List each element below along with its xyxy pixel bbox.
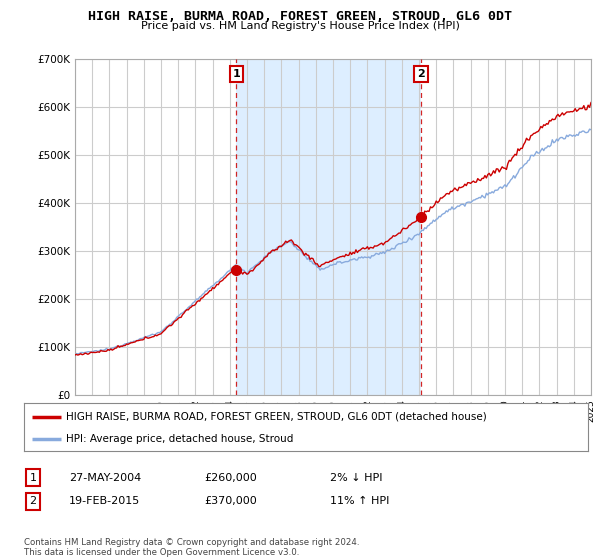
Text: Contains HM Land Registry data © Crown copyright and database right 2024.
This d: Contains HM Land Registry data © Crown c… (24, 538, 359, 557)
Text: £260,000: £260,000 (204, 473, 257, 483)
Text: Price paid vs. HM Land Registry's House Price Index (HPI): Price paid vs. HM Land Registry's House … (140, 21, 460, 31)
Text: 27-MAY-2004: 27-MAY-2004 (69, 473, 141, 483)
Text: 1: 1 (29, 473, 37, 483)
Text: £370,000: £370,000 (204, 496, 257, 506)
Text: 2% ↓ HPI: 2% ↓ HPI (330, 473, 383, 483)
Bar (236, 59, 421, 395)
Text: 1: 1 (232, 69, 240, 79)
Text: HIGH RAISE, BURMA ROAD, FOREST GREEN, STROUD, GL6 0DT: HIGH RAISE, BURMA ROAD, FOREST GREEN, ST… (88, 10, 512, 23)
Text: 2: 2 (417, 69, 425, 79)
Text: HIGH RAISE, BURMA ROAD, FOREST GREEN, STROUD, GL6 0DT (detached house): HIGH RAISE, BURMA ROAD, FOREST GREEN, ST… (66, 412, 487, 422)
Text: 19-FEB-2015: 19-FEB-2015 (69, 496, 140, 506)
Text: 11% ↑ HPI: 11% ↑ HPI (330, 496, 389, 506)
Text: HPI: Average price, detached house, Stroud: HPI: Average price, detached house, Stro… (66, 434, 293, 444)
Text: 2: 2 (29, 496, 37, 506)
